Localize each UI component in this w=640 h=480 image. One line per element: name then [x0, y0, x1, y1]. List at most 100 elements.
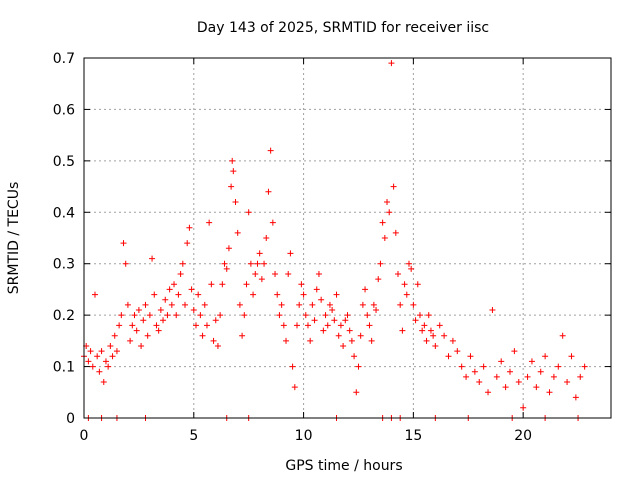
data-point — [146, 312, 153, 319]
data-point — [533, 384, 540, 391]
data-point — [217, 312, 224, 319]
data-point — [267, 147, 274, 154]
data-point — [91, 291, 98, 298]
data-point — [203, 322, 210, 329]
data-point — [397, 301, 404, 308]
data-point — [201, 301, 208, 308]
data-point — [311, 317, 318, 324]
data-point — [269, 219, 276, 226]
y-tick-label: 0.5 — [53, 154, 75, 170]
data-point — [520, 404, 527, 411]
data-point — [256, 250, 263, 257]
data-point — [129, 322, 136, 329]
y-tick-label: 0.6 — [53, 102, 75, 118]
data-point — [454, 348, 461, 355]
data-point — [160, 317, 167, 324]
data-point — [524, 373, 531, 380]
data-point — [250, 291, 257, 298]
data-point — [355, 363, 362, 370]
data-point — [111, 332, 118, 339]
data-point — [436, 322, 443, 329]
data-point — [359, 301, 366, 308]
y-tick-label: 0.2 — [53, 308, 75, 324]
data-point — [232, 199, 239, 205]
data-point — [168, 301, 175, 308]
data-point — [577, 373, 584, 380]
data-point — [280, 322, 287, 329]
data-point — [157, 307, 164, 313]
data-point — [184, 240, 191, 247]
data-point — [467, 353, 474, 360]
data-point — [419, 327, 426, 334]
data-point — [287, 250, 294, 257]
data-point — [399, 327, 406, 334]
data-point — [89, 363, 96, 370]
data-point — [416, 312, 423, 319]
data-point — [274, 291, 281, 298]
data-point — [100, 379, 107, 385]
data-point — [214, 343, 221, 349]
data-point — [109, 353, 116, 360]
data-point — [98, 348, 105, 355]
data-point — [581, 363, 588, 370]
data-point — [342, 317, 349, 324]
data-point — [195, 291, 202, 298]
data-point — [302, 312, 309, 319]
data-point — [179, 260, 186, 267]
data-point — [542, 353, 549, 360]
data-point — [291, 384, 298, 391]
axis-ticks: 0 0.1 0.2 0.3 0.4 0.5 0.6 0.7 0 5 10 15 20 — [53, 51, 611, 444]
data-point — [116, 322, 123, 329]
data-point — [353, 389, 360, 396]
data-point — [247, 260, 254, 267]
data-point — [375, 276, 382, 283]
data-point — [254, 260, 261, 267]
data-point — [366, 322, 373, 329]
data-point — [564, 379, 571, 385]
data-point — [329, 307, 336, 313]
data-point — [188, 286, 195, 293]
data-point — [278, 301, 285, 308]
data-point — [324, 322, 331, 329]
data-point — [346, 327, 353, 334]
data-point — [153, 322, 160, 329]
data-point — [87, 348, 94, 355]
data-point — [124, 301, 131, 308]
data-point — [425, 312, 432, 319]
data-point — [212, 317, 219, 324]
data-point — [421, 322, 428, 329]
data-point — [192, 322, 199, 329]
x-tick-label: 15 — [404, 428, 422, 444]
data-point — [410, 301, 417, 308]
x-axis-label: GPS time / hours — [285, 458, 402, 474]
data-point — [368, 337, 375, 344]
data-point — [546, 389, 553, 396]
data-point — [94, 353, 101, 360]
data-point — [559, 332, 566, 339]
data-point — [344, 312, 351, 319]
data-points — [81, 60, 588, 421]
data-point — [392, 229, 399, 236]
data-point — [373, 307, 380, 313]
data-point — [144, 332, 151, 339]
data-point — [122, 260, 129, 267]
data-point — [432, 343, 439, 349]
y-tick-label: 0.3 — [53, 257, 75, 273]
data-point — [241, 312, 248, 319]
data-point — [300, 291, 307, 298]
data-point — [135, 307, 142, 313]
data-point — [309, 301, 316, 308]
data-point — [388, 60, 395, 67]
y-tick-label: 0.1 — [53, 360, 75, 376]
data-point — [318, 296, 325, 303]
data-point — [381, 235, 388, 241]
data-point — [151, 291, 158, 298]
data-point — [555, 363, 562, 370]
data-point — [335, 332, 342, 339]
y-tick-label: 0 — [66, 411, 75, 427]
data-point — [408, 265, 415, 272]
data-point — [243, 281, 250, 288]
data-point — [296, 301, 303, 308]
data-point — [164, 312, 171, 319]
data-point — [322, 312, 329, 319]
